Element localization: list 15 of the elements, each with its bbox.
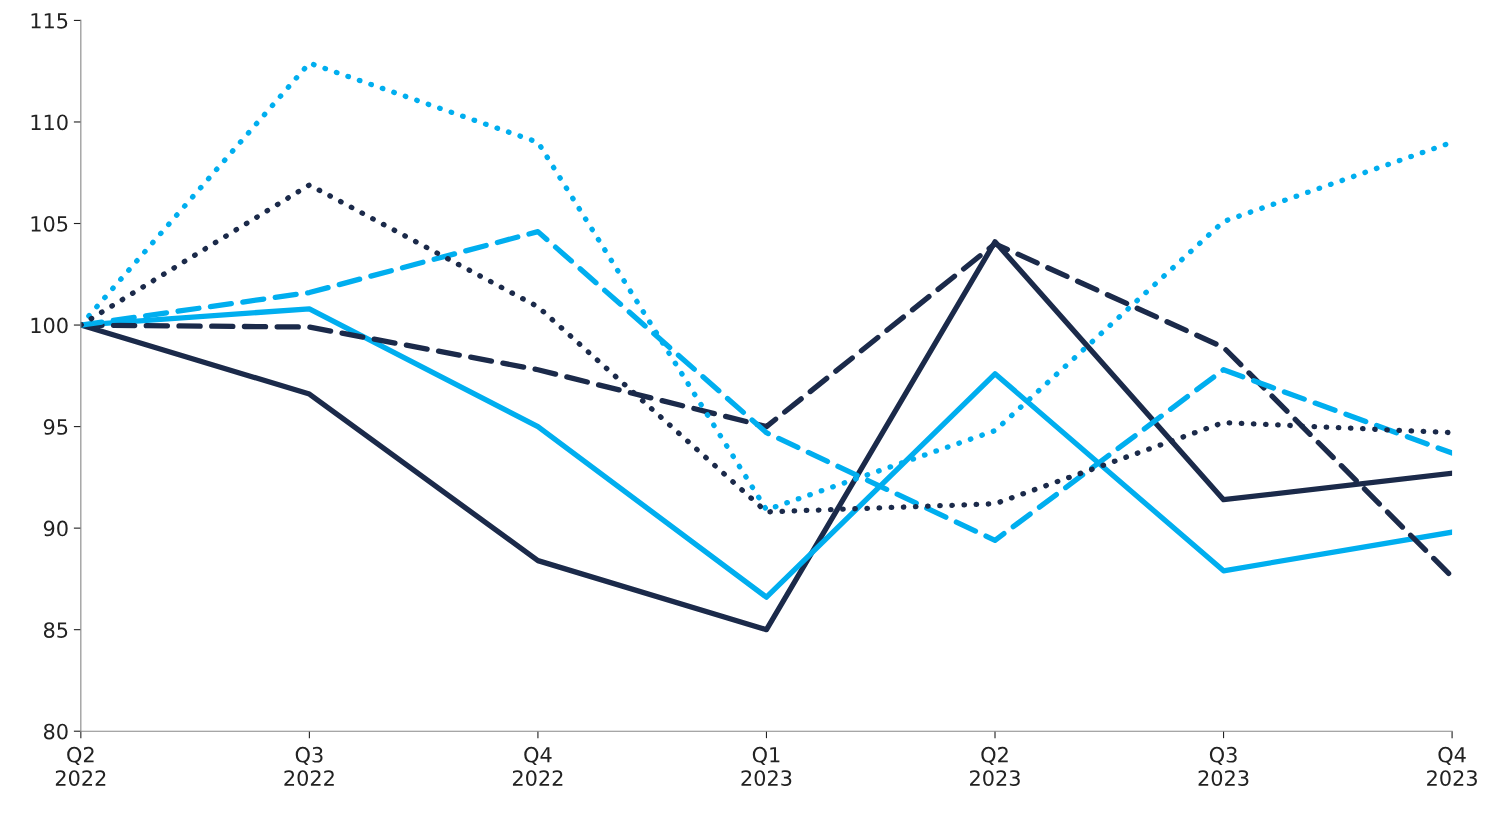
x-tick-label: Q1 2023: [741, 746, 792, 786]
y-tick-label: 90: [43, 520, 68, 537]
y-tick-label: 110: [31, 114, 68, 131]
x-tick-label: Q2 2023: [970, 746, 1020, 786]
y-tick-label: 80: [43, 723, 68, 740]
y-tick-label: 95: [43, 419, 68, 435]
x-tick-label: Q3 2023: [1198, 746, 1249, 786]
y-tick-label: 115: [31, 13, 68, 29]
x-tick-label: Q4 2022: [512, 746, 563, 786]
x-tick-label: Q3 2022: [284, 746, 334, 786]
x-tick-label: Q4 2023: [1427, 746, 1477, 786]
y-tick-label: 105: [31, 215, 68, 232]
x-tick-label: Q2 2022: [55, 746, 106, 786]
y-tick-label: 100: [31, 317, 68, 334]
y-tick-label: 85: [43, 622, 68, 638]
